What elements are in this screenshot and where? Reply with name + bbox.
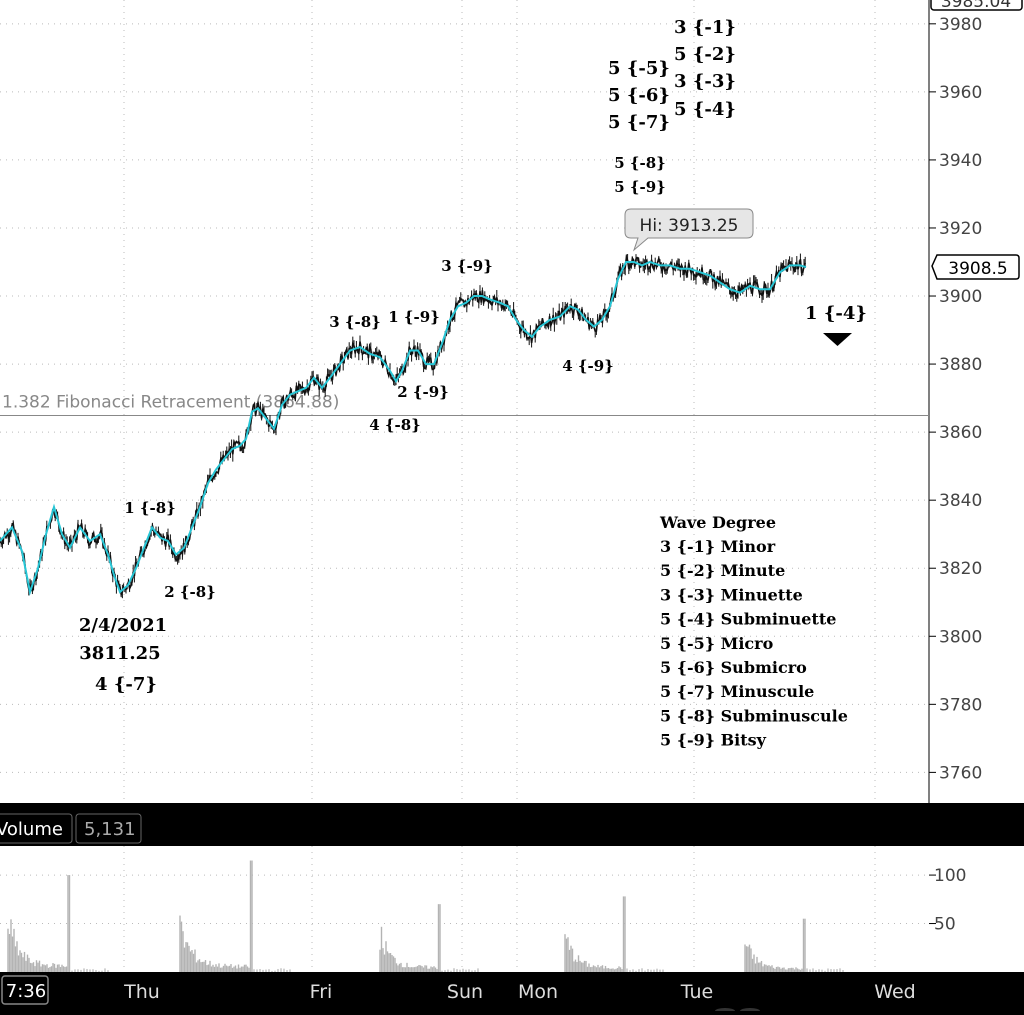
wave-annotation: 2 {-9}	[397, 383, 449, 401]
wave-annotation: 3 {-8}	[329, 313, 381, 331]
wave-annotation: 3 {-3}	[674, 71, 736, 92]
price-axis-panel[interactable]	[929, 0, 1024, 803]
wave-degree-item: 5 {-5} Micro	[660, 634, 774, 653]
price-grid	[0, 0, 929, 803]
volume-tick-label: 100	[934, 866, 966, 886]
wave-annotation: 5 {-4}	[674, 99, 736, 120]
volume-label: Volume	[0, 819, 63, 840]
current-price-badge: 3908.5	[931, 254, 1020, 280]
wave-degree-item: 5 {-9} Bitsy	[660, 731, 767, 750]
price-tick-label: 3880	[939, 355, 982, 375]
wave-annotation: 2/4/2021	[79, 615, 167, 636]
time-axis-label: Thu	[123, 981, 160, 1003]
volume-bars	[7, 860, 844, 972]
wave-degree-item: 5 {-7} Minuscule	[660, 682, 814, 701]
time-axis-label: Wed	[874, 981, 915, 1003]
current-price-box	[931, 254, 1020, 280]
high-callout-text: Hi: 3913.25	[640, 216, 739, 236]
volume-label-box	[0, 813, 73, 844]
price-tick-label: 3800	[939, 627, 982, 647]
wave-annotation: 4 {-8}	[369, 416, 421, 434]
volume-value-box	[75, 813, 142, 844]
volume-axis-ticks: 50 100	[929, 866, 966, 935]
price-tick-label: 3960	[939, 83, 982, 103]
price-tick-label: 3940	[939, 151, 982, 171]
price-tick-label: 3760	[939, 763, 982, 783]
price-tick-label: 3820	[939, 559, 982, 579]
down-arrow-marker	[823, 333, 852, 346]
time-axis-label: Mon	[518, 981, 558, 1003]
wave-degree-item: 5 {-6} Submicro	[660, 658, 807, 677]
price-axis-ticks: 3760 3780 3800 3820 3840 3860 3880 3900 3920 3940…	[929, 15, 982, 783]
volume-grid	[0, 846, 929, 972]
wave-degree-item: 5 {-8} Subminuscule	[660, 706, 848, 725]
wave-annotation: 5 {-9}	[614, 178, 666, 196]
wave-annotation: 5 {-8}	[614, 154, 666, 172]
wave-degree-title: Wave Degree	[659, 513, 776, 532]
high-callout: Hi: 3913.25	[624, 208, 754, 252]
price-tick-label: 3860	[939, 423, 982, 443]
time-axis-label: Fri	[310, 981, 333, 1003]
wave-annotation: 5 {-2}	[674, 44, 736, 65]
time-axis[interactable]: Thu Fri Sun Mon Tue Wed	[123, 981, 916, 1003]
wave-annotations: 1 {-8} 2 {-8} 2/4/2021 3811.25 4 {-7} 3 {-8} 1…	[79, 17, 867, 695]
wave-annotation: 4 {-9}	[562, 357, 614, 375]
price-tick-label: 3840	[939, 491, 982, 511]
volume-plot-area[interactable]	[0, 846, 929, 972]
top-price-readout: 3985.04	[930, 0, 1023, 12]
wave-annotation: 5 {-6}	[608, 85, 670, 106]
price-plot-area[interactable]	[0, 0, 929, 803]
price-tick-label: 3920	[939, 219, 982, 239]
volume-tick-label: 50	[934, 915, 956, 935]
wave-annotation: 1 {-9}	[388, 308, 440, 326]
wave-annotation: 4 {-7}	[95, 674, 157, 695]
moving-average-series	[0, 260, 807, 596]
wave-annotation: 1 {-8}	[124, 499, 176, 517]
wave-degree-item: 3 {-3} Minuette	[660, 585, 803, 604]
wave-annotation: 3 {-9}	[441, 257, 493, 275]
wave-degree-item: 3 {-1} Minor	[660, 537, 776, 556]
wave-degree-item: 5 {-2} Minute	[660, 561, 785, 580]
wave-annotation: 3 {-1}	[674, 17, 736, 38]
price-tick-label: 3900	[939, 287, 982, 307]
time-readout-box	[1, 975, 49, 1005]
wave-annotation: 5 {-5}	[608, 58, 670, 79]
wave-annotation: 1 {-4}	[805, 303, 867, 324]
wave-degree-item: 5 {-4} Subminuette	[660, 610, 836, 629]
top-price-text: 3985.04	[941, 0, 1011, 12]
volume-header: Volume 5,131	[0, 813, 929, 844]
moving-average-line	[0, 260, 807, 596]
wave-degree-legend: Wave Degree 3 {-1} Minor 5 {-2} Minute 3 {…	[659, 513, 848, 750]
wave-annotation: 5 {-7}	[608, 112, 670, 133]
price-tick-label: 3780	[939, 695, 982, 715]
high-callout-box	[624, 208, 754, 252]
time-axis-label: Sun	[447, 981, 483, 1003]
volume-header-bar	[0, 813, 929, 843]
time-axis-label: Tue	[680, 981, 713, 1003]
wave-annotation: 2 {-8}	[164, 583, 216, 601]
wave-annotation: 3811.25	[79, 643, 160, 664]
volume-value: 5,131	[84, 819, 136, 840]
time-readout: 7:36	[1, 975, 49, 1005]
volume-axis-panel[interactable]	[929, 846, 1024, 972]
current-price-text: 3908.5	[948, 259, 1007, 279]
time-readout-text: 7:36	[6, 981, 46, 1002]
price-tick-label: 3980	[939, 15, 982, 35]
top-price-box	[930, 0, 1023, 11]
